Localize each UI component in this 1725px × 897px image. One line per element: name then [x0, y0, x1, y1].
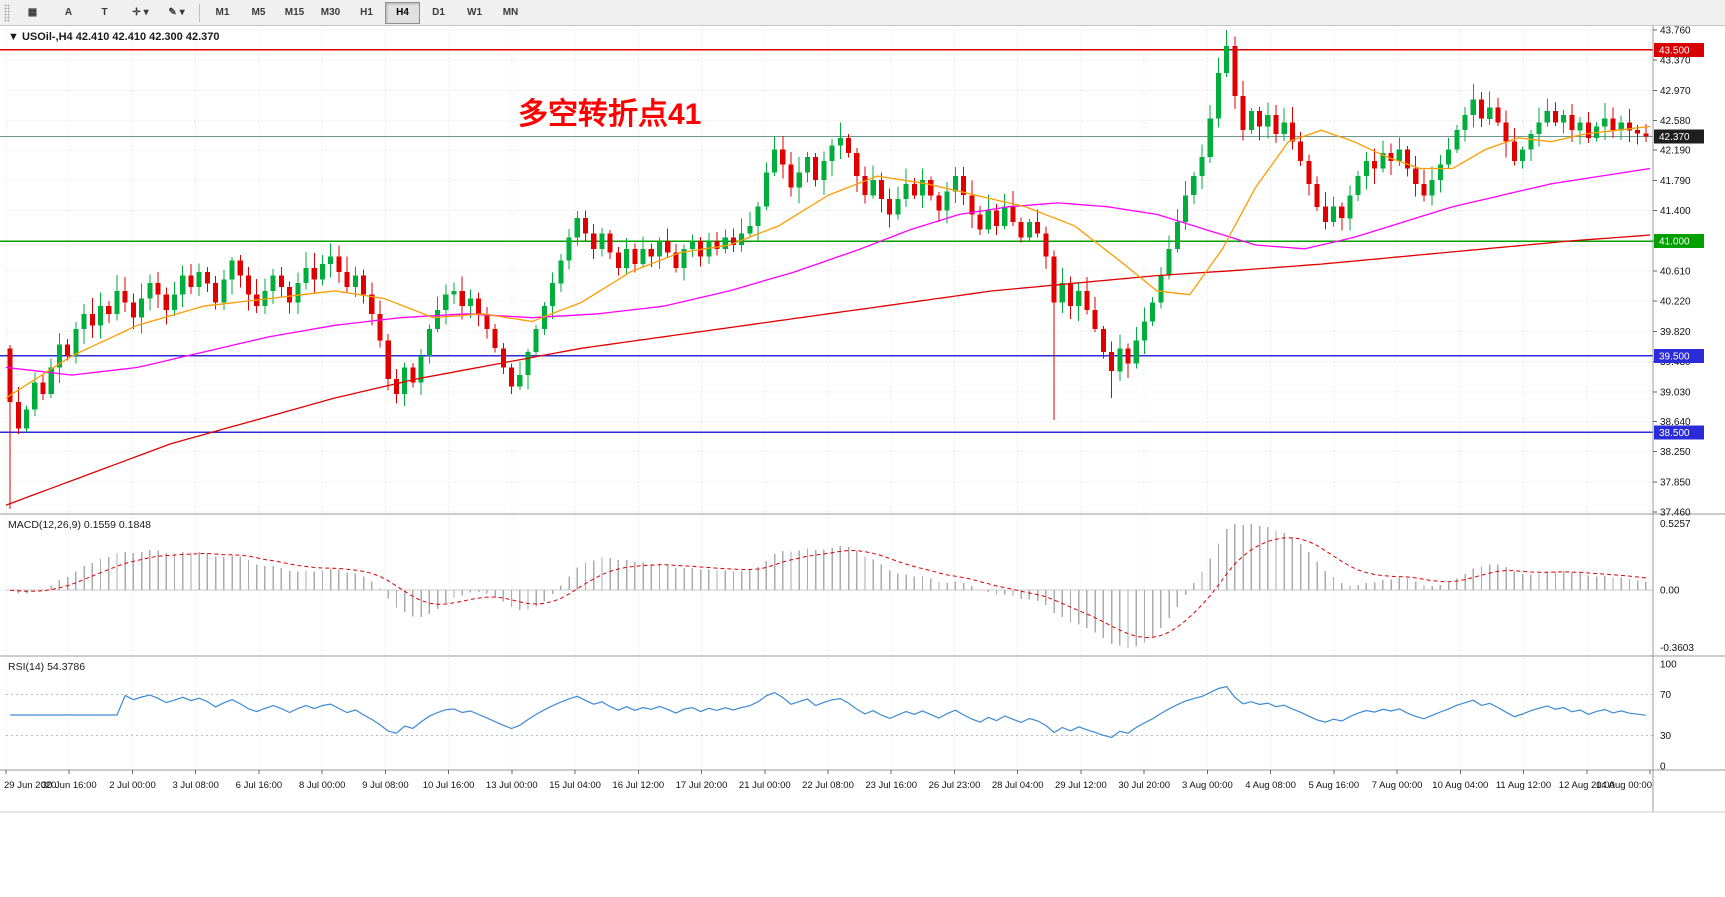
svg-text:42.580: 42.580: [1660, 116, 1691, 127]
svg-text:7 Aug 00:00: 7 Aug 00:00: [1372, 780, 1423, 791]
timeframe-h4-button[interactable]: H4: [385, 1, 420, 24]
draw-button[interactable]: ✎ ▾: [168, 7, 185, 18]
annotation-text: 多空转折点41: [518, 98, 701, 131]
svg-text:30: 30: [1660, 731, 1672, 742]
svg-text:12 Aug 20:00: 12 Aug 20:00: [1559, 780, 1615, 791]
svg-text:41.000: 41.000: [1659, 237, 1690, 248]
svg-text:39.820: 39.820: [1660, 327, 1691, 338]
price-tag-39.500: [1654, 348, 1704, 363]
svg-text:10 Jul 16:00: 10 Jul 16:00: [423, 780, 475, 791]
toolbar-left-buttons: ▦ A T ✛ ▾ ✎ ▾: [15, 2, 194, 24]
ma-mid-magenta: [5, 167, 1651, 376]
macd-label: MACD(12,26,9) 0.1559 0.1848: [8, 519, 151, 531]
svg-text:39.500: 39.500: [1659, 351, 1690, 362]
level-lines-layer[interactable]: [0, 49, 1653, 434]
timeframe-m15-button[interactable]: M15: [284, 7, 305, 18]
svg-text:4 Aug 08:00: 4 Aug 08:00: [1245, 780, 1296, 791]
timeframe-m1-button[interactable]: M1: [215, 7, 230, 18]
toolbar-separator: [199, 3, 200, 22]
price-chart[interactable]: 多空转折点41 ▼ USOil-,H4 42.410 42.410 42.300 …: [0, 26, 1725, 897]
svg-text:40.220: 40.220: [1660, 296, 1691, 307]
symbol-ohlc-label: ▼ USOil-,H4 42.410 42.410 42.300 42.370: [8, 31, 219, 43]
svg-text:42.970: 42.970: [1660, 86, 1691, 97]
svg-text:30 Jun 16:00: 30 Jun 16:00: [42, 780, 97, 791]
svg-text:22 Jul 08:00: 22 Jul 08:00: [802, 780, 854, 791]
svg-text:40.610: 40.610: [1660, 267, 1691, 278]
timeframe-h1-button[interactable]: H1: [360, 7, 373, 18]
grid-layer: [5, 29, 1653, 770]
price-tag-38.500: [1654, 425, 1704, 440]
svg-text:70: 70: [1660, 690, 1672, 701]
annotation-layer: 多空转折点41 ▼ USOil-,H4 42.410 42.410 42.300 …: [8, 31, 701, 131]
rsi-label: RSI(14) 54.3786: [8, 661, 85, 673]
price-tag-41.000: [1654, 234, 1704, 249]
svg-text:28 Jul 04:00: 28 Jul 04:00: [992, 780, 1044, 791]
text-t-button[interactable]: T: [101, 7, 108, 18]
svg-text:0: 0: [1660, 762, 1666, 773]
svg-text:100: 100: [1660, 660, 1677, 671]
price-scale[interactable]: 43.760 43.370 42.970 42.580 42.190 41.790 41.4…: [1653, 26, 1704, 773]
svg-text:13 Jul 00:00: 13 Jul 00:00: [486, 780, 538, 791]
timeframe-d1-button[interactable]: D1: [432, 7, 445, 18]
svg-text:3 Jul 08:00: 3 Jul 08:00: [172, 780, 218, 791]
ma-slow-red: [5, 234, 1651, 506]
svg-text:38.640: 38.640: [1660, 417, 1691, 428]
moving-averages-layer: [5, 125, 1651, 506]
timeframe-m5-button[interactable]: M5: [251, 7, 266, 18]
svg-text:37.460: 37.460: [1660, 508, 1691, 519]
svg-text:29 Jul 12:00: 29 Jul 12:00: [1055, 780, 1107, 791]
timeframe-mn-button[interactable]: MN: [502, 7, 519, 18]
svg-text:38.500: 38.500: [1659, 428, 1690, 439]
rsi-panel: RSI(14) 54.3786: [6, 661, 1653, 739]
svg-text:-0.3603: -0.3603: [1660, 643, 1694, 654]
svg-text:15 Jul 04:00: 15 Jul 04:00: [549, 780, 601, 791]
svg-text:39.030: 39.030: [1660, 387, 1691, 398]
svg-text:37.850: 37.850: [1660, 478, 1691, 489]
price-tag-42.370: [1654, 129, 1704, 144]
candles-layer: [7, 30, 1649, 509]
chart-window[interactable]: 多空转折点41 ▼ USOil-,H4 42.410 42.410 42.300 …: [0, 26, 1725, 897]
svg-text:3 Aug 00:00: 3 Aug 00:00: [1182, 780, 1233, 791]
svg-text:43.370: 43.370: [1660, 55, 1691, 66]
svg-text:6 Jul 16:00: 6 Jul 16:00: [236, 780, 282, 791]
timeframe-w1-button[interactable]: W1: [467, 7, 482, 18]
crosshair-button[interactable]: ✛ ▾: [132, 7, 149, 18]
macd-signal-line: [10, 537, 1646, 639]
svg-text:26 Jul 23:00: 26 Jul 23:00: [929, 780, 981, 791]
svg-text:43.760: 43.760: [1660, 26, 1691, 37]
svg-text:11 Aug 12:00: 11 Aug 12:00: [1496, 780, 1551, 791]
svg-text:2 Jul 00:00: 2 Jul 00:00: [109, 780, 155, 791]
timeframe-m30-button[interactable]: M30: [320, 7, 341, 18]
price-tag-43.500: [1654, 42, 1704, 57]
svg-text:14 Aug 00:00: 14 Aug 00:00: [1596, 780, 1652, 791]
svg-text:0.00: 0.00: [1660, 586, 1680, 597]
svg-text:21 Jul 00:00: 21 Jul 00:00: [739, 780, 791, 791]
text-a-button[interactable]: A: [64, 7, 73, 18]
svg-text:38.250: 38.250: [1660, 447, 1691, 458]
macd-panel: MACD(12,26,9) 0.1559 0.1848: [6, 519, 1653, 648]
panel-separators: [0, 26, 1725, 813]
svg-text:42.370: 42.370: [1659, 132, 1690, 143]
svg-text:17 Jul 20:00: 17 Jul 20:00: [676, 780, 728, 791]
svg-text:8 Jul 00:00: 8 Jul 00:00: [299, 780, 345, 791]
svg-text:43.500: 43.500: [1659, 45, 1690, 56]
new-chart-button[interactable]: ▦: [27, 7, 38, 18]
svg-text:30 Jul 20:00: 30 Jul 20:00: [1118, 780, 1170, 791]
svg-text:9 Jul 08:00: 9 Jul 08:00: [362, 780, 408, 791]
svg-text:41.790: 41.790: [1660, 176, 1691, 187]
svg-text:5 Aug 16:00: 5 Aug 16:00: [1308, 780, 1359, 791]
toolbar-grip[interactable]: [4, 3, 10, 22]
rsi-line: [10, 685, 1646, 739]
svg-text:23 Jul 16:00: 23 Jul 16:00: [865, 780, 917, 791]
timeframe-buttons: M1 M5 M15 M30 H1 H4 D1 W1 MN: [205, 1, 528, 24]
svg-text:0.5257: 0.5257: [1660, 519, 1691, 530]
svg-text:10 Aug 04:00: 10 Aug 04:00: [1432, 780, 1488, 791]
svg-text:42.190: 42.190: [1660, 146, 1691, 157]
ma-fast-orange: [5, 125, 1651, 399]
svg-text:16 Jul 12:00: 16 Jul 12:00: [612, 780, 664, 791]
main-toolbar: ▦ A T ✛ ▾ ✎ ▾ M1 M5 M15 M30 H1 H4 D1 W1 MN: [0, 0, 1725, 26]
svg-text:41.400: 41.400: [1660, 206, 1691, 217]
svg-text:29 Jun 2020: 29 Jun 2020: [4, 780, 56, 791]
